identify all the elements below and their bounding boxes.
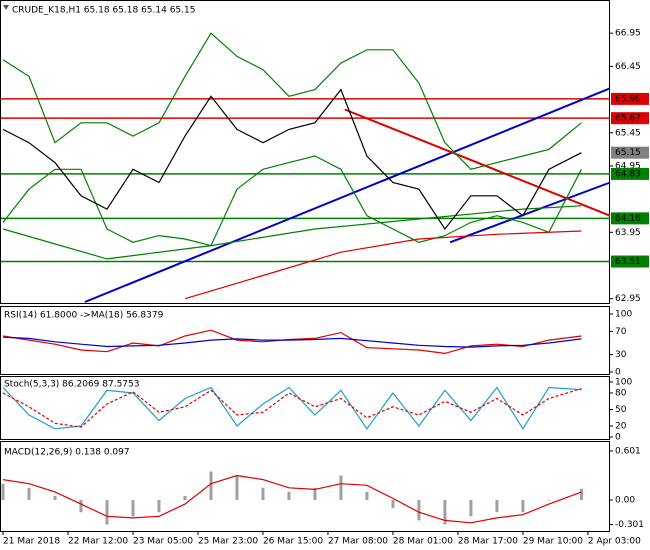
indicator-line	[2, 205, 582, 260]
level-label: 63.51	[615, 257, 641, 267]
level-label-box	[611, 212, 649, 225]
x-tick-label: 28 Mar 01:00	[393, 537, 453, 547]
indicator-line	[2, 336, 582, 348]
histogram-bar	[27, 487, 31, 501]
level-label: 64.16	[615, 214, 641, 224]
histogram-bar	[443, 500, 447, 525]
trendline	[449, 181, 611, 244]
y-tick-label: -0.301	[615, 520, 644, 530]
histogram-bar	[209, 471, 213, 501]
histogram-bar	[157, 500, 161, 513]
indicator-line	[2, 386, 582, 430]
histogram-bar	[339, 475, 343, 501]
histogram-bar	[287, 491, 291, 501]
x-tick-label: 26 Mar 15:00	[263, 537, 323, 547]
y-tick-label: 65.45	[615, 128, 641, 138]
level-label-box	[611, 92, 649, 105]
indicator-line	[2, 32, 582, 170]
histogram-bar	[105, 500, 109, 525]
last-price-label: 65.15	[615, 148, 641, 158]
x-tick-label: 27 Mar 08:00	[328, 537, 388, 547]
symbol-icon	[3, 5, 9, 10]
panel-title: RSI(14) 61.8000 ->MA(18) 56.8379	[4, 311, 164, 321]
histogram-bar	[579, 488, 583, 501]
histogram-bar	[235, 475, 239, 501]
y-tick-label: 80	[615, 389, 627, 399]
panel-title: CRUDE_K18,H1 65.18 65.18 65.14 65.15	[12, 6, 195, 16]
x-tick-label: 28 Mar 17:00	[458, 537, 518, 547]
level-label-box	[611, 112, 649, 125]
indicator-line	[2, 388, 582, 428]
y-tick-label: 50	[615, 405, 627, 415]
panel-title: MACD(12,26,9) 0.138 0.097	[4, 448, 130, 458]
level-label-box	[611, 167, 649, 180]
indicator-line	[184, 230, 582, 300]
histogram-bar	[495, 500, 499, 513]
x-tick-label: 29 Mar 10:00	[523, 537, 583, 547]
histogram-bar	[417, 500, 421, 521]
histogram-bar	[79, 500, 83, 513]
y-tick-label: 66.95	[615, 29, 641, 39]
last-price-box	[611, 146, 649, 159]
y-tick-label: 64.95	[615, 161, 641, 171]
histogram-bar	[261, 487, 265, 501]
y-tick-label: 0	[615, 368, 621, 378]
y-tick-label: 0.00	[615, 496, 635, 506]
histogram-bar	[1, 483, 5, 501]
histogram-bar	[547, 500, 551, 501]
x-tick-label: 22 Mar 12:00	[68, 537, 128, 547]
histogram-bar	[131, 500, 135, 517]
histogram-bar	[521, 500, 525, 513]
y-tick-label: 62.95	[615, 294, 641, 304]
indicator-line	[2, 88, 582, 231]
rsi-panel-frame	[0, 306, 610, 375]
y-tick-label: 70	[615, 327, 627, 337]
x-tick-label: 25 Mar 23:00	[198, 537, 258, 547]
macd-panel-frame	[0, 441, 610, 532]
histogram-bar	[365, 491, 369, 501]
level-label-box	[611, 255, 649, 268]
y-tick-label: 66.45	[615, 62, 641, 72]
level-label: 65.67	[615, 114, 641, 124]
y-tick-label: 30	[615, 350, 627, 360]
histogram-bar	[53, 495, 57, 501]
x-tick-label: 21 Mar 2018	[3, 537, 60, 547]
x-tick-label: 2 Apr 03:00	[588, 537, 641, 547]
panel-title: Stoch(5,3,3) 86.2069 87.5753	[4, 380, 139, 390]
stoch-panel-frame	[0, 376, 610, 440]
y-tick-label: 100	[615, 310, 632, 320]
level-label: 65.96	[615, 94, 641, 104]
histogram-bar	[183, 495, 187, 501]
y-tick-label: 0	[615, 433, 621, 443]
x-tick-label: 23 Mar 05:00	[133, 537, 193, 547]
y-tick-label: 0.601	[615, 447, 641, 457]
trendline	[344, 108, 611, 217]
main-panel-frame	[0, 0, 610, 304]
y-tick-label: 63.95	[615, 228, 641, 238]
trendline	[84, 87, 611, 303]
level-label: 64.83	[615, 169, 641, 179]
indicator-line	[2, 474, 582, 524]
indicator-line	[2, 155, 582, 247]
y-tick-label: 20	[615, 422, 627, 432]
histogram-bar	[391, 500, 395, 509]
y-tick-label: 100	[615, 378, 632, 388]
histogram-bar	[469, 500, 473, 517]
histogram-bar	[313, 487, 317, 501]
